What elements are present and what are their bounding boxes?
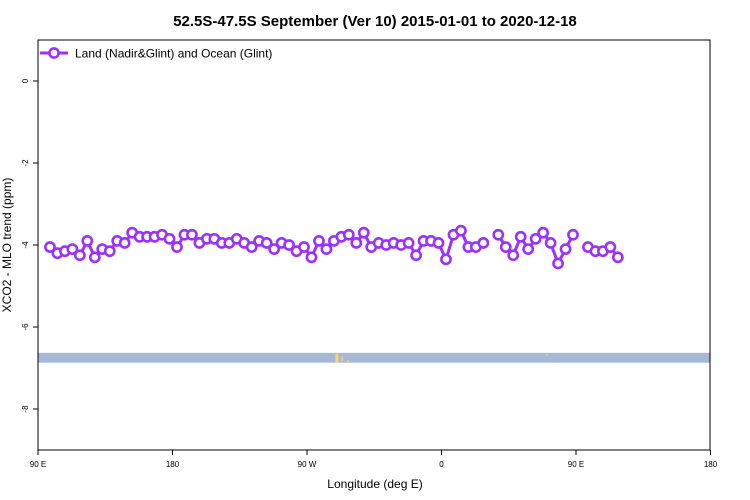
y-tick-label: 0 bbox=[21, 78, 30, 83]
y-axis: 0 -2 -4 -6 -8 bbox=[21, 78, 38, 413]
data-point bbox=[260, 237, 273, 249]
data-point bbox=[499, 241, 512, 253]
data-point bbox=[567, 228, 579, 241]
data-point bbox=[537, 226, 550, 239]
data-point bbox=[305, 251, 318, 264]
x-tick-label: 180 bbox=[704, 460, 718, 469]
land-patch bbox=[341, 356, 343, 362]
legend: Land (Nadir&Glint) and Ocean (Glint) bbox=[40, 47, 272, 61]
data-point bbox=[529, 232, 542, 245]
x-axis-label: Longitude (deg E) bbox=[327, 477, 422, 491]
data-point bbox=[552, 257, 564, 270]
x-tick-label: 180 bbox=[166, 460, 180, 469]
data-point bbox=[283, 239, 295, 251]
data-point bbox=[186, 228, 198, 241]
data-point bbox=[103, 245, 116, 258]
legend-label: Land (Nadir&Glint) and Ocean (Glint) bbox=[75, 47, 272, 61]
data-point bbox=[245, 241, 258, 253]
data-point bbox=[477, 237, 490, 249]
data-point bbox=[44, 241, 56, 253]
land-patch bbox=[347, 359, 349, 363]
y-tick-label: -4 bbox=[21, 241, 30, 249]
data-point bbox=[455, 224, 467, 237]
y-tick-label: -6 bbox=[21, 323, 30, 331]
data-point bbox=[320, 243, 333, 255]
x-tick-label: 0 bbox=[439, 460, 444, 469]
y-axis-label: XCO2 - MLO trend (ppm) bbox=[0, 178, 14, 313]
data-point bbox=[81, 234, 94, 247]
data-point bbox=[507, 249, 520, 262]
x-tick-label: 90 E bbox=[568, 460, 584, 469]
y-tick-label: -2 bbox=[21, 159, 30, 167]
data-point bbox=[604, 241, 617, 253]
series-layer bbox=[44, 224, 624, 270]
data-point bbox=[163, 232, 176, 245]
data-point bbox=[88, 251, 101, 264]
data-point bbox=[559, 243, 572, 255]
x-tick-label: 90 E bbox=[30, 460, 46, 469]
x-axis: 90 E 180 90 W 0 90 E 180 bbox=[30, 450, 718, 469]
data-point bbox=[440, 253, 452, 266]
data-point bbox=[66, 243, 79, 255]
data-point bbox=[611, 251, 624, 264]
x-tick-label: 90 W bbox=[298, 460, 317, 469]
data-point bbox=[357, 226, 370, 239]
data-point bbox=[544, 237, 557, 249]
data-point bbox=[298, 241, 310, 253]
data-point bbox=[342, 228, 355, 241]
data-point bbox=[268, 243, 281, 255]
land-patch bbox=[335, 353, 339, 363]
data-point bbox=[350, 237, 363, 249]
data-point bbox=[514, 230, 527, 243]
data-point bbox=[313, 234, 325, 247]
data-point bbox=[522, 243, 535, 255]
legend-marker-swatch bbox=[48, 47, 60, 59]
chart-title: 52.5S-47.5S September (Ver 10) 2015-01-0… bbox=[173, 13, 577, 30]
y-tick-label: -8 bbox=[21, 405, 30, 413]
ocean-band bbox=[38, 352, 710, 363]
land-patch bbox=[546, 354, 548, 356]
data-point bbox=[402, 237, 415, 249]
data-point bbox=[410, 249, 422, 262]
data-point bbox=[492, 228, 505, 241]
map-strip bbox=[38, 352, 710, 363]
data-point bbox=[432, 237, 445, 249]
data-point bbox=[73, 249, 86, 262]
data-point bbox=[118, 237, 131, 249]
data-point bbox=[171, 241, 183, 253]
